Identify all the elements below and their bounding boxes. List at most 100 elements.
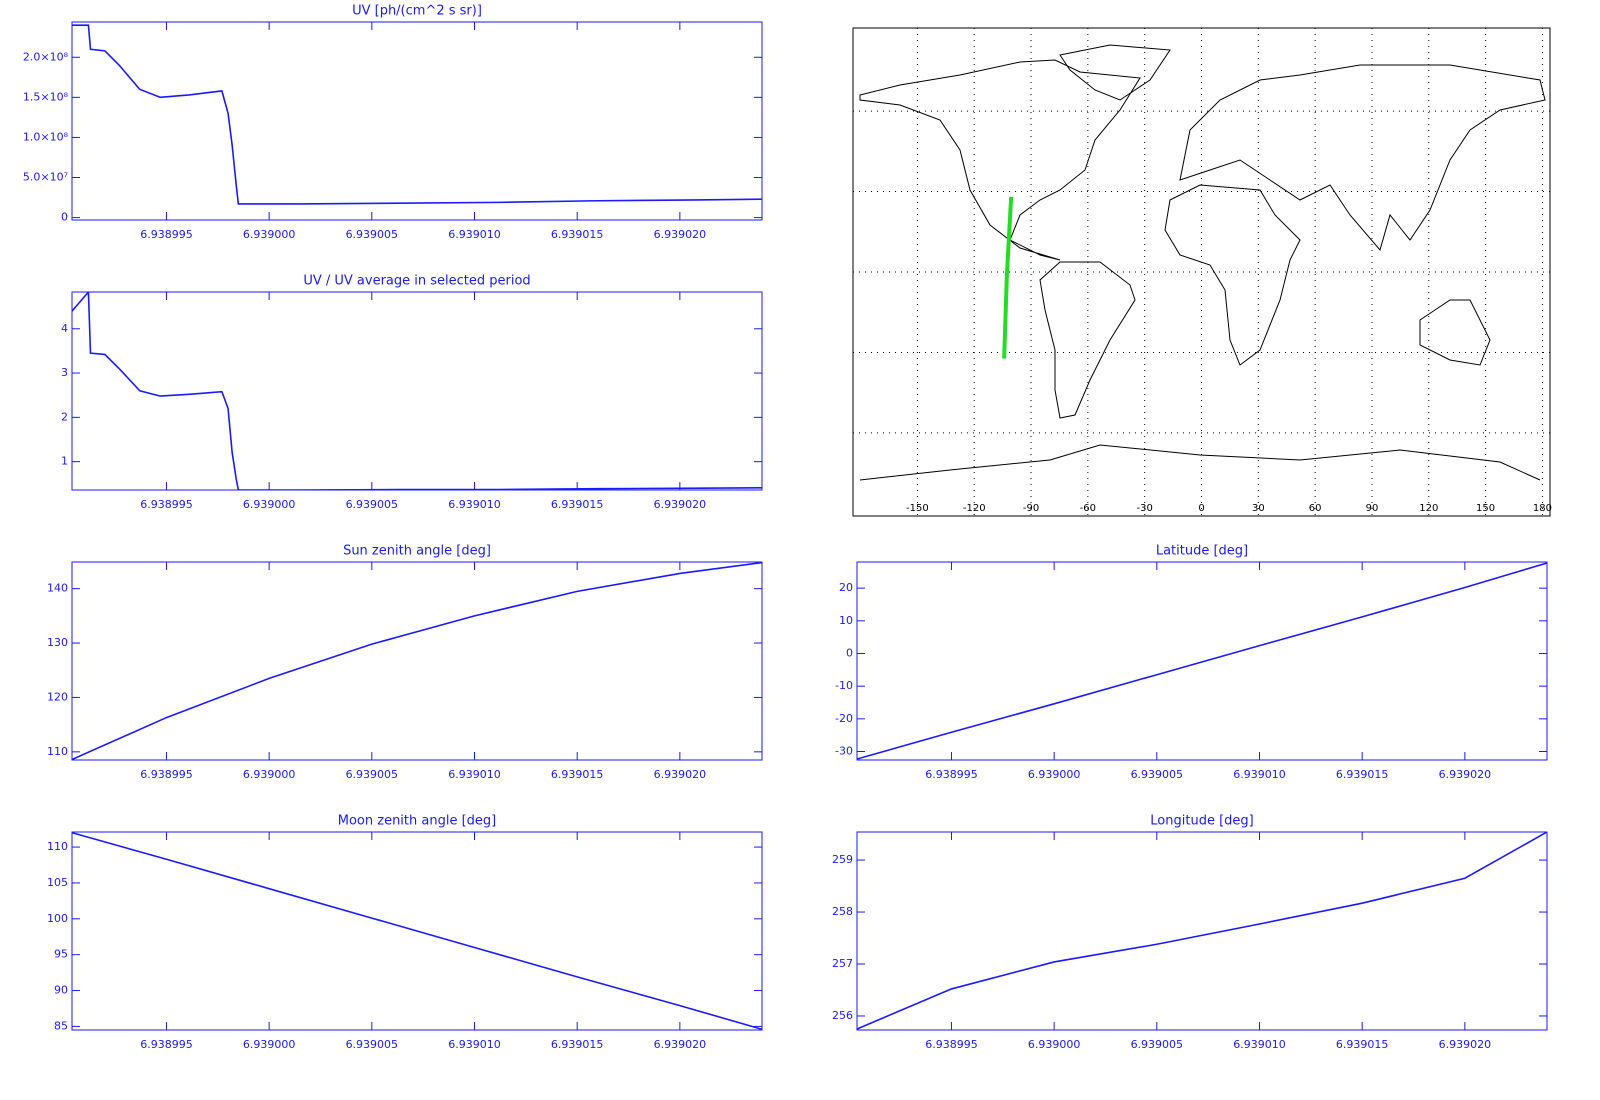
data-line	[857, 562, 1547, 760]
x-tick-label: 6.939010	[448, 228, 501, 241]
x-tick-label: 6.939005	[346, 228, 399, 241]
x-tick-label: -90	[1023, 503, 1039, 514]
x-tick-label: 180	[1533, 503, 1552, 514]
plot-frame	[71, 21, 763, 221]
y-tick-label: 110	[47, 745, 68, 758]
x-tick-label: 6.939015	[551, 498, 604, 511]
x-tick-label: 6.939020	[654, 498, 707, 511]
y-tick-label: 90	[54, 984, 68, 997]
x-tick-label: 6.939020	[654, 768, 707, 781]
x-tick-label: 6.939010	[1233, 1038, 1286, 1051]
y-tick-label: 1	[61, 455, 68, 468]
data-line	[72, 832, 762, 1030]
y-tick-label: 2.0×10⁸	[23, 50, 69, 63]
data-line	[72, 24, 762, 205]
x-tick-label: 6.939000	[243, 498, 296, 511]
y-tick-label: 2	[61, 410, 68, 423]
x-tick-label: 6.939015	[551, 1038, 604, 1051]
x-tick-label: 6.939010	[448, 1038, 501, 1051]
x-tick-label: 6.939005	[1131, 768, 1184, 781]
y-tick-label: 3	[61, 366, 68, 379]
x-tick-label: 6.939010	[448, 498, 501, 511]
y-tick-label: 259	[832, 853, 853, 866]
x-tick-label: 6.939010	[448, 768, 501, 781]
chart-title: UV [ph/(cm^2 s sr)]	[352, 4, 482, 19]
plot-frame	[856, 561, 1548, 761]
data-line	[857, 832, 1547, 1030]
x-tick-label: 6.939015	[1336, 768, 1389, 781]
x-tick-label: 6.939000	[1028, 1038, 1081, 1051]
y-tick-label: 0	[846, 646, 853, 659]
chart-title: UV / UV average in selected period	[303, 274, 530, 289]
x-tick-label: 6.939015	[551, 768, 604, 781]
x-tick-label: 30	[1252, 503, 1265, 514]
y-tick-label: 5.0×10⁷	[23, 171, 68, 184]
y-tick-label: 105	[47, 876, 68, 889]
x-tick-label: 6.939005	[346, 768, 399, 781]
x-tick-label: 6.939000	[243, 768, 296, 781]
x-tick-label: 6.939015	[1336, 1038, 1389, 1051]
map-frame	[852, 27, 1551, 517]
y-tick-label: 10	[839, 614, 853, 627]
x-tick-label: 6.938995	[925, 768, 978, 781]
x-tick-label: 90	[1366, 503, 1379, 514]
x-tick-label: -60	[1080, 503, 1096, 514]
north-america	[859, 59, 1141, 261]
x-tick-label: 150	[1476, 503, 1495, 514]
data-line	[72, 292, 762, 490]
y-tick-label: 120	[47, 690, 68, 703]
x-tick-label: 6.938995	[140, 768, 193, 781]
plot-frame	[71, 831, 763, 1031]
y-tick-label: 257	[832, 957, 853, 970]
y-tick-label: 256	[832, 1009, 853, 1022]
australia	[1419, 299, 1491, 366]
chart-title: Sun zenith angle [deg]	[343, 544, 491, 559]
x-tick-label: 6.938995	[140, 228, 193, 241]
x-tick-label: 6.939005	[346, 1038, 399, 1051]
chart-title: Latitude [deg]	[1156, 544, 1248, 559]
plot-frame	[856, 831, 1548, 1031]
x-tick-label: 60	[1309, 503, 1322, 514]
chart-title: Longitude [deg]	[1150, 814, 1253, 829]
ground-track	[1002, 196, 1014, 359]
y-tick-label: 0	[61, 211, 68, 224]
x-tick-label: 6.939020	[1439, 768, 1492, 781]
x-tick-label: 6.939020	[654, 1038, 707, 1051]
chart-title: Moon zenith angle [deg]	[338, 814, 496, 829]
south-america	[1039, 261, 1136, 419]
antarctica	[859, 444, 1541, 481]
coastlines	[859, 44, 1546, 481]
x-tick-label: 6.939020	[1439, 1038, 1492, 1051]
x-tick-label: 6.939000	[243, 228, 296, 241]
x-tick-label: 6.938995	[140, 498, 193, 511]
x-tick-label: -150	[906, 503, 929, 514]
y-tick-label: 258	[832, 905, 853, 918]
x-tick-label: 6.939000	[243, 1038, 296, 1051]
africa	[1164, 184, 1301, 366]
y-tick-label: 110	[47, 840, 68, 853]
y-tick-label: 100	[47, 912, 68, 925]
x-tick-label: -120	[963, 503, 986, 514]
y-tick-label: 1.5×10⁸	[23, 90, 69, 103]
eurasia	[1179, 64, 1546, 252]
y-tick-label: 1.0×10⁸	[23, 130, 69, 143]
y-tick-label: 85	[54, 1019, 68, 1032]
plot-frame	[71, 291, 763, 491]
y-tick-label: -30	[835, 745, 853, 758]
x-tick-label: 6.939005	[346, 498, 399, 511]
y-tick-label: 95	[54, 948, 68, 961]
plot-frame	[71, 561, 763, 761]
data-line	[72, 562, 762, 760]
x-tick-label: -30	[1137, 503, 1153, 514]
x-tick-label: 6.938995	[140, 1038, 193, 1051]
x-tick-label: 6.939020	[654, 228, 707, 241]
y-tick-label: 140	[47, 582, 68, 595]
y-tick-label: 20	[839, 581, 853, 594]
x-tick-label: 6.939015	[551, 228, 604, 241]
y-tick-label: 4	[61, 322, 68, 335]
y-tick-label: 130	[47, 636, 68, 649]
y-tick-label: -20	[835, 712, 853, 725]
x-tick-label: 0	[1198, 503, 1204, 514]
greenland	[1059, 44, 1171, 101]
